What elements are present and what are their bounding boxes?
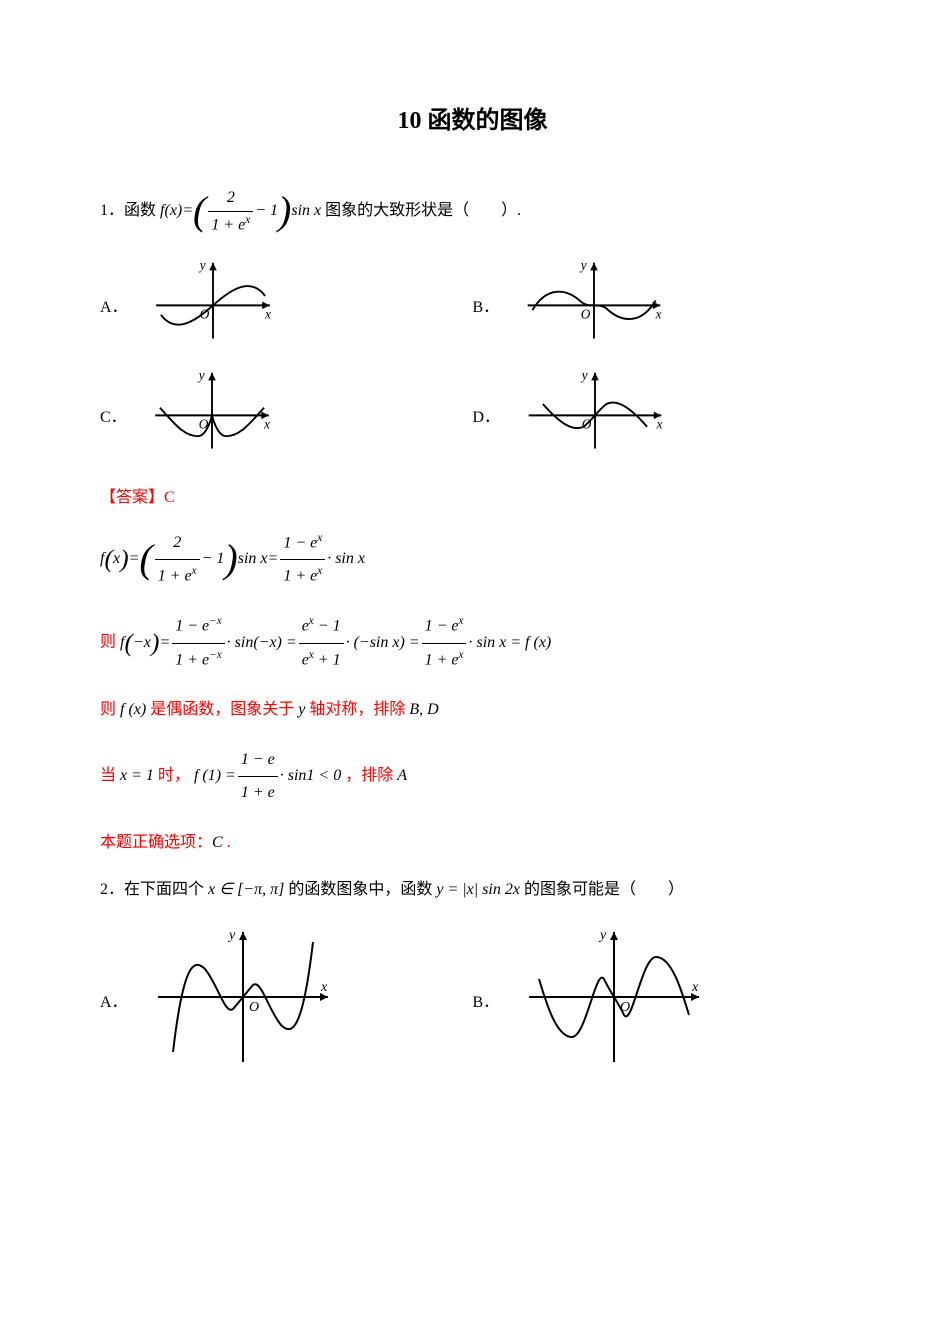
- svg-text:y: y: [227, 928, 236, 943]
- svg-text:y: y: [196, 367, 204, 382]
- q2-graph-a: x y O: [143, 922, 343, 1077]
- q1-graph-d: x y O: [515, 368, 675, 463]
- question-1: 1．函数 f (x) = ( 2 1 + ex − 1 ) sin x 图象的大…: [100, 185, 845, 238]
- q1-graph-b: x y O: [514, 258, 674, 353]
- q1-suffix: 图象的大致形状是（ ）.: [325, 202, 521, 219]
- q2-graph-b: x y O: [514, 922, 714, 1077]
- q1-options-row-2: C． x y O D．: [100, 368, 845, 463]
- q1-option-c: C． x y O: [100, 368, 473, 463]
- q2-option-b: B． x y O: [473, 922, 846, 1077]
- q1-sol-line2: 则 f (−x) = 1 − e−x 1 + e−x · sin(−x) = e…: [100, 610, 845, 676]
- svg-text:x: x: [691, 980, 699, 995]
- svg-text:O: O: [199, 306, 209, 321]
- svg-text:O: O: [620, 1000, 630, 1015]
- q2-option-a: A． x y O: [100, 922, 473, 1077]
- q1-sol-line4: 当 x = 1 时， f (1) = 1 − e 1 + e · sin1 < …: [100, 744, 845, 809]
- q2-options-row-1: A． x y O B．: [100, 922, 845, 1077]
- question-2: 2．在下面四个 x ∈ [−π, π] 的函数图象中，函数 y = |x| si…: [100, 877, 845, 903]
- page-title: 10 函数的图像: [100, 100, 845, 135]
- svg-text:x: x: [656, 416, 663, 431]
- svg-text:y: y: [598, 928, 607, 943]
- svg-text:y: y: [580, 367, 588, 382]
- q1-sol-line3: 则 f (x) 是偶函数，图象关于 y 轴对称，排除 B, D: [100, 694, 845, 726]
- svg-text:O: O: [249, 1000, 259, 1015]
- svg-text:x: x: [264, 306, 271, 321]
- q1-answer: 【答案】C: [100, 483, 845, 507]
- svg-text:y: y: [579, 257, 587, 272]
- page-content: 10 函数的图像 1．函数 f (x) = ( 2 1 + ex − 1 ) s…: [0, 0, 945, 1142]
- q1-number: 1．: [100, 202, 124, 219]
- q1-prefix: 函数: [124, 202, 156, 219]
- q1-sol-line1: f (x) = ( 2 1 + ex − 1 ) sin x = 1 − ex …: [100, 527, 845, 593]
- q1-graph-a: x y O: [143, 258, 283, 353]
- q1-formula: f (x) = ( 2 1 + ex − 1 ) sin x: [160, 185, 321, 238]
- q1-sol-line5: 本题正确选项：C .: [100, 827, 845, 859]
- svg-text:x: x: [263, 416, 270, 431]
- svg-text:y: y: [197, 257, 205, 272]
- q2-number: 2．: [100, 881, 124, 898]
- svg-text:x: x: [655, 306, 662, 321]
- q1-option-d: D． x y O: [473, 368, 846, 463]
- svg-text:O: O: [581, 306, 591, 321]
- q1-options-row-1: A． x y O B．: [100, 258, 845, 353]
- svg-text:O: O: [582, 416, 592, 431]
- svg-text:O: O: [198, 416, 208, 431]
- svg-text:x: x: [320, 980, 328, 995]
- q1-option-a: A． x y O: [100, 258, 473, 353]
- q1-graph-c: x y O: [142, 368, 282, 463]
- q1-option-b: B． x y O: [473, 258, 846, 353]
